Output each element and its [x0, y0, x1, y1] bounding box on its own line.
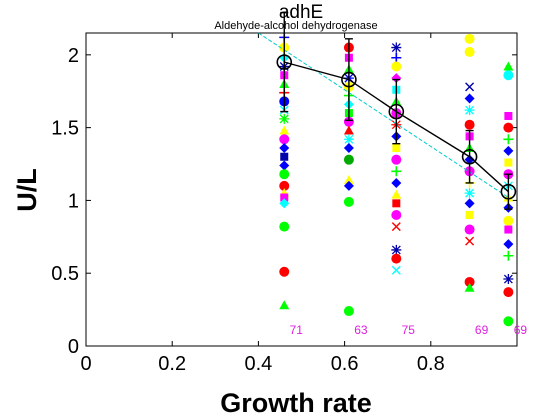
data-point	[391, 245, 401, 255]
axes-frame	[86, 33, 517, 346]
data-point	[392, 199, 400, 207]
data-point	[280, 153, 288, 161]
data-point	[503, 123, 513, 133]
data-point	[391, 210, 401, 220]
data-point	[344, 197, 354, 207]
data-point	[504, 159, 512, 167]
data-point	[392, 144, 400, 152]
data-point	[279, 267, 289, 277]
count-label: 71	[290, 323, 304, 337]
data-point	[465, 105, 475, 115]
count-label: 69	[475, 323, 489, 337]
x-axis-label: Growth rate	[220, 388, 372, 418]
chart-subtitle: Aldehyde-alcohol dehydrogenase	[214, 20, 377, 32]
x-tick-label: 0.8	[417, 353, 445, 375]
count-label: 69	[514, 323, 528, 337]
data-point	[503, 70, 513, 80]
data-point	[279, 134, 289, 144]
data-point	[465, 47, 475, 57]
plot-area: 0 0.2 0.4 0.6 0.8 0 0.5 1 1.5 2 71 63 75 69 69	[51, 13, 527, 375]
y-tick-label: 0	[68, 336, 79, 358]
y-tick-label: 2	[68, 45, 79, 67]
y-tick-label: 0.5	[51, 263, 79, 285]
data-point	[466, 211, 474, 219]
data-point	[504, 112, 512, 120]
data-point	[391, 155, 401, 165]
x-tick-label: 0.4	[244, 353, 272, 375]
count-label: 75	[402, 323, 416, 337]
y-tick-label: 1	[68, 190, 79, 212]
data-point	[465, 120, 475, 130]
data-point	[465, 225, 475, 235]
data-point	[504, 226, 512, 234]
data-point	[503, 216, 513, 226]
y-tick-label: 1.5	[51, 118, 79, 140]
data-point	[503, 287, 513, 297]
data-point	[344, 134, 354, 144]
data-point	[465, 34, 475, 44]
data-point	[279, 114, 289, 124]
x-tick-label: 0	[80, 353, 91, 375]
data-point	[344, 306, 354, 316]
data-point	[279, 222, 289, 232]
data-point	[279, 169, 289, 179]
data-point	[503, 274, 513, 284]
data-point	[344, 155, 354, 165]
y-axis-label: U/L	[12, 168, 42, 212]
x-tick-label: 0.6	[331, 353, 359, 375]
x-tick-label: 0.2	[158, 353, 186, 375]
data-point	[503, 316, 513, 326]
data-point	[391, 43, 401, 53]
data-point	[391, 61, 401, 71]
count-label: 63	[354, 323, 368, 337]
data-point	[465, 188, 475, 198]
data-point	[391, 254, 401, 264]
